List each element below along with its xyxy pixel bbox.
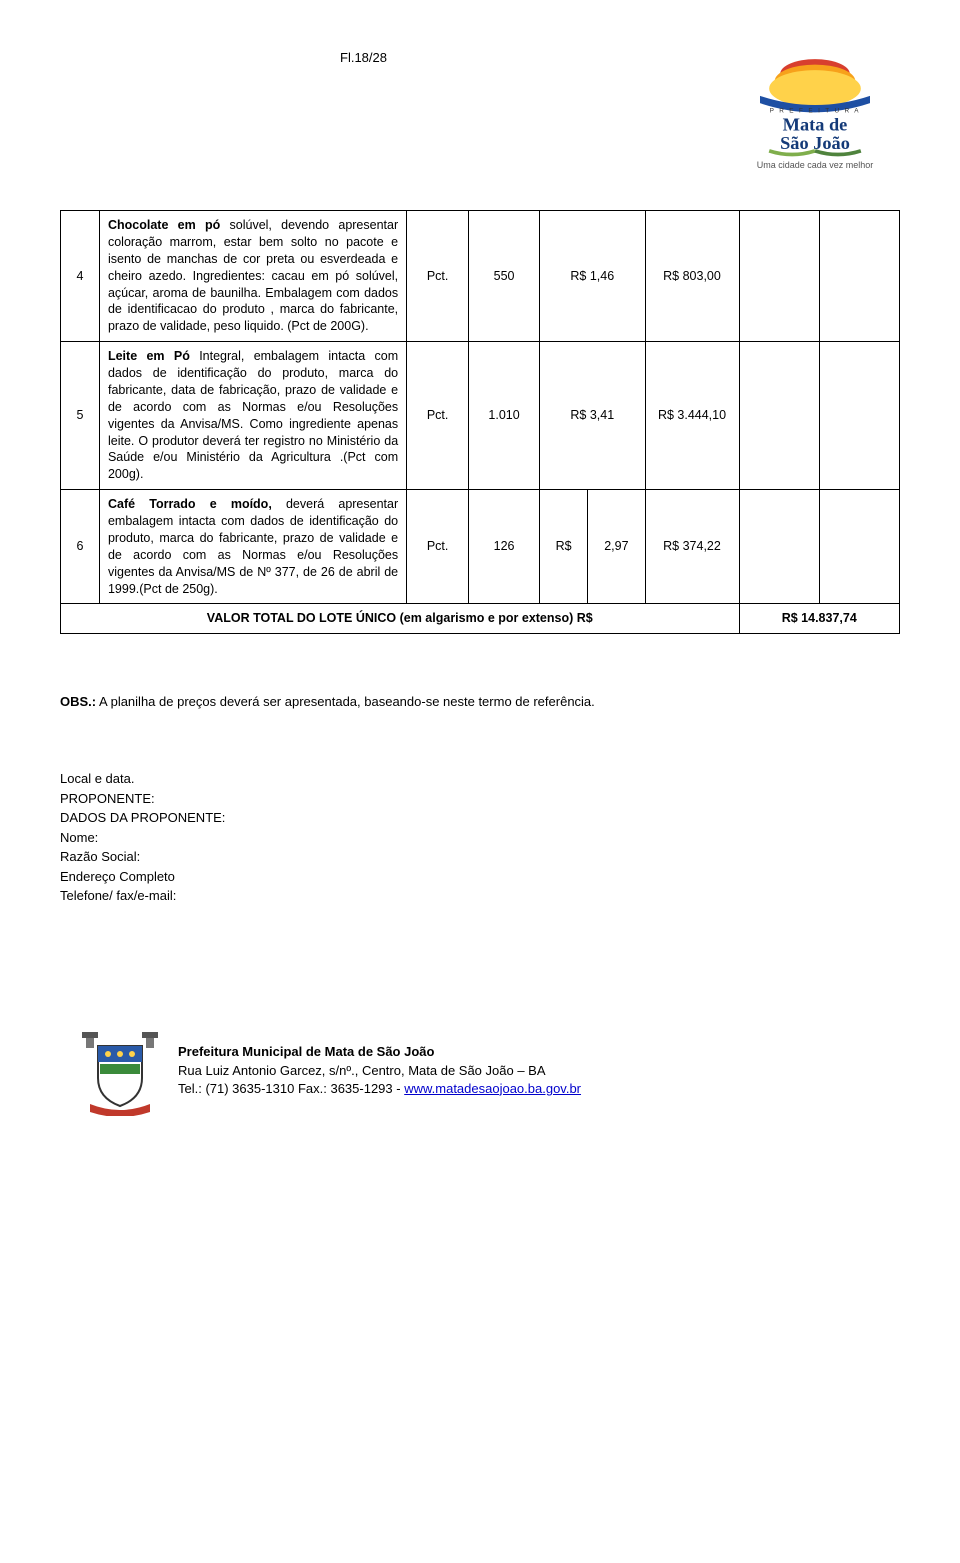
city-logo-icon: P R E F E I T U R A Mata de São João xyxy=(740,50,890,160)
prop-l7: Telefone/ fax/e-mail: xyxy=(60,886,900,906)
row-qty: 1.010 xyxy=(469,342,540,490)
table-row: 5Leite em Pó Integral, embalagem intacta… xyxy=(61,342,900,490)
footer-text: Prefeitura Municipal de Mata de São João… xyxy=(178,1043,581,1098)
prop-l5: Razão Social: xyxy=(60,847,900,867)
row-blank xyxy=(819,211,899,342)
prop-l3: DADOS DA PROPONENTE: xyxy=(60,808,900,828)
page-number: Fl.18/28 xyxy=(340,50,387,65)
page-header: Fl.18/28 P R E F E I T U R A Mata de São… xyxy=(60,50,900,170)
row-unit-price: R$ 1,46 xyxy=(540,211,645,342)
prop-l1: Local e data. xyxy=(60,769,900,789)
footer-addr: Rua Luiz Antonio Garcez, s/nº., Centro, … xyxy=(178,1062,581,1080)
row-unit-price-value: 2,97 xyxy=(588,490,645,604)
obs-label: OBS.: xyxy=(60,694,96,709)
coat-of-arms-icon xyxy=(80,1026,160,1116)
logo-tagline: Uma cidade cada vez melhor xyxy=(757,160,874,170)
logo-name1: Mata de xyxy=(783,115,848,135)
prop-l6: Endereço Completo xyxy=(60,867,900,887)
row-total-price: R$ 374,22 xyxy=(645,490,739,604)
row-total-price: R$ 3.444,10 xyxy=(645,342,739,490)
logo-top-text: P R E F E I T U R A xyxy=(770,107,861,114)
row-desc: Café Torrado e moído, deverá apresentar … xyxy=(99,490,406,604)
total-value: R$ 14.837,74 xyxy=(739,604,900,634)
row-index: 5 xyxy=(61,342,100,490)
row-unit-price-currency: R$ xyxy=(540,490,588,604)
row-unit-price: R$ 3,41 xyxy=(540,342,645,490)
row-desc: Leite em Pó Integral, embalagem intacta … xyxy=(99,342,406,490)
row-blank xyxy=(819,342,899,490)
row-qty: 126 xyxy=(469,490,540,604)
footer-url-link[interactable]: www.matadesaojoao.ba.gov.br xyxy=(404,1081,581,1096)
footer-org: Prefeitura Municipal de Mata de São João xyxy=(178,1043,581,1061)
row-index: 6 xyxy=(61,490,100,604)
row-index: 4 xyxy=(61,211,100,342)
prop-l2: PROPONENTE: xyxy=(60,789,900,809)
page-footer: Prefeitura Municipal de Mata de São João… xyxy=(60,1026,900,1116)
row-unit: Pct. xyxy=(407,490,469,604)
row-total-price: R$ 803,00 xyxy=(645,211,739,342)
total-row: VALOR TOTAL DO LOTE ÚNICO (em algarismo … xyxy=(61,604,900,634)
proponent-block: Local e data. PROPONENTE: DADOS DA PROPO… xyxy=(60,769,900,906)
row-blank xyxy=(819,490,899,604)
row-qty: 550 xyxy=(469,211,540,342)
footer-tel: Tel.: (71) 3635-1310 Fax.: 3635-1293 - xyxy=(178,1081,404,1096)
obs-line: OBS.: A planilha de preços deverá ser ap… xyxy=(60,694,900,709)
obs-text: A planilha de preços deverá ser apresent… xyxy=(96,694,595,709)
row-blank xyxy=(739,211,819,342)
row-unit: Pct. xyxy=(407,211,469,342)
table-row: 4Chocolate em pó solúvel, devendo aprese… xyxy=(61,211,900,342)
prop-l4: Nome: xyxy=(60,828,900,848)
table-row: 6Café Torrado e moído, deverá apresentar… xyxy=(61,490,900,604)
items-table: 4Chocolate em pó solúvel, devendo aprese… xyxy=(60,210,900,634)
row-unit: Pct. xyxy=(407,342,469,490)
total-label: VALOR TOTAL DO LOTE ÚNICO (em algarismo … xyxy=(61,604,740,634)
logo-block: P R E F E I T U R A Mata de São João Uma… xyxy=(740,50,890,170)
logo-name2: São João xyxy=(780,133,850,153)
row-blank xyxy=(739,490,819,604)
row-desc: Chocolate em pó solúvel, devendo apresen… xyxy=(99,211,406,342)
row-blank xyxy=(739,342,819,490)
